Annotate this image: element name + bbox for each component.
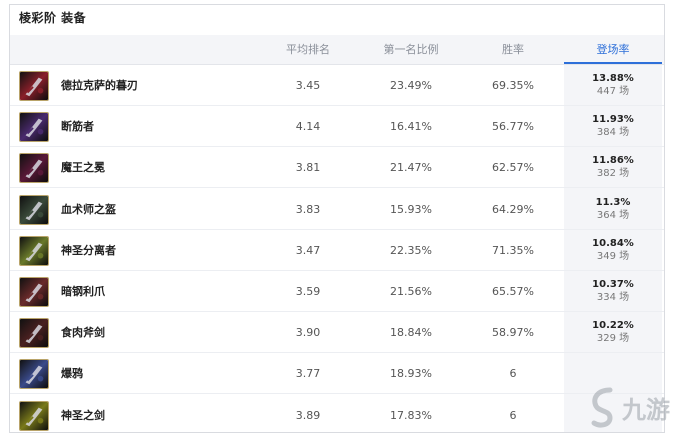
pick-rate-value: 11.3% (595, 196, 631, 208)
table-row[interactable]: 神圣之剑 3.89 17.83% 6 (10, 395, 664, 432)
win-rate-value: 62.57% (492, 161, 534, 175)
first-rate-value: 23.49% (390, 79, 432, 92)
table-row[interactable]: 断筋者 4.14 16.41% 56.77% 11.93% 384 场 (10, 106, 664, 148)
col-first-rate[interactable]: 第一名比例 (383, 43, 439, 56)
win-rate-value: 65.57% (492, 285, 534, 298)
pick-rate-cell: 10.84% 349 场 (564, 237, 662, 263)
games-count: 329 场 (596, 333, 630, 345)
games-count: 334 场 (596, 292, 630, 303)
pick-rate-cell: 11.3% 364 场 (564, 196, 662, 222)
first-rate-value: 18.84% (390, 326, 432, 340)
table-row[interactable]: 神圣分离者 3.47 22.35% 71.35% 10.84% 349 场 (10, 230, 664, 271)
win-rate-value: 58.97% (492, 326, 534, 340)
equipment-stats-panel: 棱彩阶 装备 平均排名 第一名比例 胜率 登场率 (9, 4, 665, 433)
item-name: 德拉克萨的暮刃 (61, 79, 138, 92)
first-rate-value: 16.41% (390, 120, 432, 134)
demon-crown-icon (19, 153, 49, 184)
item-name: 神圣分离者 (61, 243, 116, 257)
table-row[interactable]: 德拉克萨的暮刃 3.45 23.49% 69.35% 13.88% 447 场 (10, 65, 664, 106)
col-win-rate[interactable]: 胜率 (502, 43, 524, 56)
win-rate-value: 6 (509, 408, 517, 422)
pick-rate-cell: 11.93% 384 场 (564, 113, 662, 139)
avg-rank-value: 3.45 (295, 79, 321, 92)
pick-rate-value: 10.37% (592, 279, 634, 290)
sort-indicator (564, 62, 662, 64)
item-name: 魔王之冕 (61, 161, 105, 175)
blast-raven-icon (19, 359, 49, 390)
darksteel-talons-icon (19, 277, 49, 307)
games-count: 382 场 (596, 168, 630, 180)
item-name: 食肉斧剑 (61, 326, 105, 340)
item-name: 暗钢利爪 (61, 285, 105, 298)
games-count: 364 场 (596, 209, 630, 221)
item-name: 爆鸦 (61, 367, 83, 381)
table-row[interactable]: 爆鸦 3.77 18.93% 6 (10, 353, 664, 395)
win-rate-value: 71.35% (492, 243, 534, 257)
watermark-text: 九游 (621, 396, 670, 424)
win-rate-value: 69.35% (492, 79, 534, 92)
avg-rank-value: 3.90 (295, 326, 321, 340)
games-count: 349 场 (596, 250, 630, 262)
avg-rank-value: 3.59 (295, 285, 321, 298)
first-rate-value: 21.47% (390, 161, 432, 175)
avg-rank-value: 3.47 (295, 243, 321, 257)
first-rate-value: 18.93% (390, 367, 432, 381)
pick-rate-cell: 13.88% 447 场 (564, 72, 662, 98)
item-name: 血术师之盔 (61, 202, 116, 216)
games-count: 447 场 (596, 86, 630, 97)
pick-rate-cell: 10.22% 329 场 (564, 319, 662, 345)
col-pick-rate[interactable]: 登场率 (596, 43, 630, 56)
first-rate-value: 21.56% (390, 285, 432, 298)
pick-rate-value: 10.22% (592, 320, 634, 332)
avg-rank-value: 3.81 (295, 161, 321, 175)
win-rate-value: 56.77% (492, 120, 534, 134)
item-name: 断筋者 (61, 120, 94, 134)
avg-rank-value: 3.89 (295, 408, 321, 422)
dusk-blade-icon (19, 71, 49, 101)
item-name: 神圣之剑 (61, 408, 105, 422)
avg-rank-value: 3.77 (295, 367, 321, 381)
first-rate-value: 15.93% (390, 202, 432, 216)
first-rate-value: 17.83% (390, 408, 432, 422)
pick-rate-value: 11.86% (592, 155, 634, 167)
sorted-column-highlight (564, 65, 662, 432)
col-avg-rank[interactable]: 平均排名 (286, 43, 330, 56)
table-row[interactable]: 魔王之冕 3.81 21.47% 62.57% 11.86% 382 场 (10, 147, 664, 189)
bloodmage-helm-icon (19, 194, 49, 225)
jiuyou-logo-icon: 九游 (584, 380, 680, 432)
pick-rate-value: 11.93% (592, 114, 634, 126)
table-row[interactable]: 血术师之盔 3.83 15.93% 64.29% 11.3% 364 场 (10, 189, 664, 230)
avg-rank-value: 4.14 (295, 120, 321, 134)
panel-title: 棱彩阶 装备 (19, 11, 87, 25)
pick-rate-value: 13.88% (592, 73, 634, 84)
win-rate-value: 6 (509, 367, 517, 381)
hamstringer-icon (19, 112, 49, 143)
pick-rate-value: 10.84% (592, 237, 634, 249)
table-row[interactable]: 食肉斧剑 3.90 18.84% 58.97% 10.22% 329 场 (10, 312, 664, 354)
pick-rate-cell: 10.37% 334 场 (564, 278, 662, 304)
divine-sword-icon (19, 400, 49, 431)
divine-sunderer-icon (19, 235, 49, 266)
win-rate-value: 64.29% (492, 202, 534, 216)
table-header: 平均排名 第一名比例 胜率 登场率 (10, 35, 664, 65)
first-rate-value: 22.35% (390, 243, 432, 257)
table-row[interactable]: 暗钢利爪 3.59 21.56% 65.57% 10.37% 334 场 (10, 271, 664, 312)
carnivore-axe-icon (19, 318, 49, 349)
avg-rank-value: 3.83 (295, 202, 321, 216)
games-count: 384 场 (596, 127, 630, 139)
pick-rate-cell: 11.86% 382 场 (564, 154, 662, 180)
